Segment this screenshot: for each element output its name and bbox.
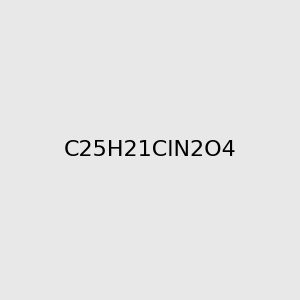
Text: C25H21ClN2O4: C25H21ClN2O4 <box>64 140 236 160</box>
